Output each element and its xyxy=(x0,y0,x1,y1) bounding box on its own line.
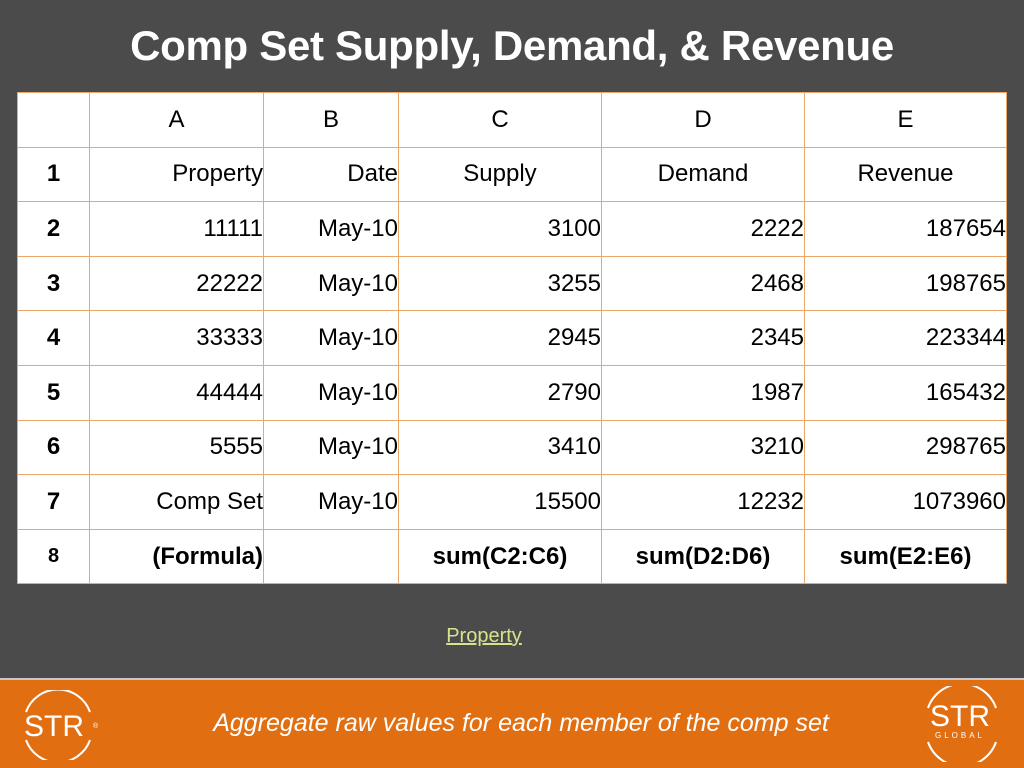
column-header[interactable]: C xyxy=(398,92,602,148)
table-cell[interactable]: 12232 xyxy=(601,474,805,530)
row-number[interactable]: 4 xyxy=(17,310,90,366)
table-cell[interactable]: Comp Set xyxy=(89,474,264,530)
table-cell[interactable]: 165432 xyxy=(804,364,1007,421)
table-cell[interactable]: 3210 xyxy=(601,419,805,476)
table-cell[interactable]: May-10 xyxy=(263,474,399,530)
footer-bar: STR ® Aggregate raw values for each memb… xyxy=(0,678,1024,768)
column-header[interactable]: B xyxy=(263,92,399,148)
row-number[interactable]: 3 xyxy=(17,255,90,312)
table-row: 3 22222 May-10 3255 2468 198765 xyxy=(17,255,1007,312)
str-logo-icon: STR ® xyxy=(24,690,99,760)
svg-text:STR: STR xyxy=(24,710,84,743)
table-row: 1 Property Date Supply Demand Revenue xyxy=(17,146,1007,203)
table-row: 2 11111 May-10 3100 2222 187654 xyxy=(17,201,1007,257)
svg-text:STR: STR xyxy=(930,700,990,733)
table-cell[interactable]: May-10 xyxy=(263,310,399,366)
table-cell[interactable]: 198765 xyxy=(804,255,1007,312)
slide-title: Comp Set Supply, Demand, & Revenue xyxy=(130,22,894,69)
table-cell[interactable]: May-10 xyxy=(263,364,399,421)
table-cell[interactable]: 2790 xyxy=(398,364,602,421)
table-cell[interactable]: 5555 xyxy=(89,419,264,476)
table-cell[interactable]: 3410 xyxy=(398,419,602,476)
table-cell[interactable]: 187654 xyxy=(804,201,1007,257)
table-cell[interactable]: May-10 xyxy=(263,419,399,476)
property-link[interactable]: Property xyxy=(446,625,522,647)
table-row: 4 33333 May-10 2945 2345 223344 xyxy=(17,310,1007,366)
table-cell[interactable]: 2468 xyxy=(601,255,805,312)
table-cell[interactable]: Property xyxy=(89,146,264,203)
table-cell[interactable]: 1987 xyxy=(601,364,805,421)
row-number[interactable]: 7 xyxy=(17,474,90,530)
table-cell[interactable]: 2945 xyxy=(398,310,602,366)
table-cell[interactable]: 33333 xyxy=(89,310,264,366)
table-cell[interactable]: sum(C2:C6) xyxy=(398,528,602,585)
table-row: 5 44444 May-10 2790 1987 165432 xyxy=(17,364,1007,421)
table-cell[interactable]: Revenue xyxy=(804,146,1007,203)
spreadsheet-table: A B C D E 1 Property Date Supply Demand … xyxy=(17,92,1007,585)
table-row: 7 Comp Set May-10 15500 12232 1073960 xyxy=(17,474,1007,530)
table-cell[interactable]: sum(E2:E6) xyxy=(804,528,1007,585)
table-cell[interactable]: Date xyxy=(263,146,399,203)
table-cell[interactable]: 3100 xyxy=(398,201,602,257)
table-cell[interactable]: Demand xyxy=(601,146,805,203)
table-cell[interactable]: 44444 xyxy=(89,364,264,421)
table-cell[interactable]: May-10 xyxy=(263,255,399,312)
table-cell[interactable]: May-10 xyxy=(263,201,399,257)
table-cell[interactable]: 298765 xyxy=(804,419,1007,476)
table-cell[interactable]: 2222 xyxy=(601,201,805,257)
table-cell[interactable]: (Formula) xyxy=(89,528,264,585)
table-cell[interactable] xyxy=(263,528,399,585)
table-cell[interactable]: Supply xyxy=(398,146,602,203)
row-number[interactable]: 5 xyxy=(17,364,90,421)
column-header[interactable]: E xyxy=(804,92,1007,148)
str-global-logo-icon: STR GLOBAL xyxy=(927,686,997,762)
table-cell[interactable]: 223344 xyxy=(804,310,1007,366)
table-cell[interactable]: 15500 xyxy=(398,474,602,530)
column-header-row: A B C D E xyxy=(17,92,1007,148)
footer-caption: Aggregate raw values for each member of … xyxy=(213,709,829,737)
table-row: 6 5555 May-10 3410 3210 298765 xyxy=(17,419,1007,476)
svg-text:®: ® xyxy=(93,722,99,730)
row-number[interactable]: 2 xyxy=(17,201,90,257)
row-number[interactable]: 8 xyxy=(17,528,90,585)
table-row: 8 (Formula) sum(C2:C6) sum(D2:D6) sum(E2… xyxy=(17,528,1007,585)
column-header[interactable]: A xyxy=(89,92,264,148)
row-number[interactable]: 1 xyxy=(17,146,90,203)
table-cell[interactable]: 3255 xyxy=(398,255,602,312)
table-cell[interactable]: 11111 xyxy=(89,201,264,257)
svg-text:GLOBAL: GLOBAL xyxy=(935,731,985,740)
table-cell[interactable]: 2345 xyxy=(601,310,805,366)
column-header[interactable]: D xyxy=(601,92,805,148)
table-cell[interactable]: 1073960 xyxy=(804,474,1007,530)
row-number[interactable]: 6 xyxy=(17,419,90,476)
corner-cell[interactable] xyxy=(17,92,90,148)
table-cell[interactable]: sum(D2:D6) xyxy=(601,528,805,585)
table-cell[interactable]: 22222 xyxy=(89,255,264,312)
